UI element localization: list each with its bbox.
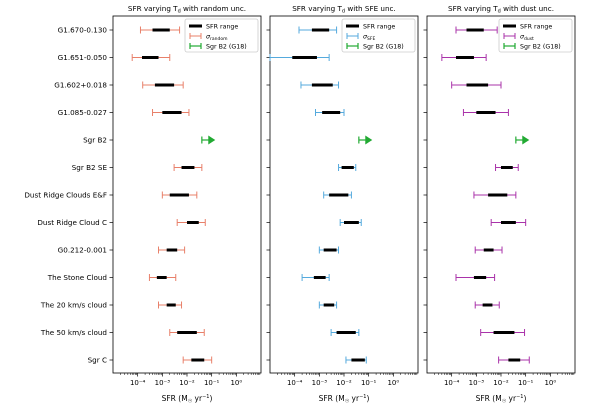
y-tick-label: Sgr B2 xyxy=(83,136,107,145)
g18-arrow xyxy=(365,135,373,145)
x-tick-label: 10⁰ xyxy=(544,379,556,387)
x-tick-label: 10⁻² xyxy=(179,379,195,387)
legend-label-g18: Sgr B2 (G18) xyxy=(520,44,561,51)
y-tick-label: The Stone Cloud xyxy=(47,273,107,282)
g18-arrow xyxy=(208,135,216,145)
y-tick-label: Sgr B2 SE xyxy=(72,163,108,172)
x-axis-label: SFR (M☉ yr−1) xyxy=(319,394,370,405)
y-tick-label: Sgr C xyxy=(88,356,107,365)
panel-title: SFR varying Td with dust unc. xyxy=(448,4,554,15)
panel-title: SFR varying Td with SFE unc. xyxy=(292,4,396,15)
x-tick-label: 10⁰ xyxy=(230,379,242,387)
legend-frame xyxy=(498,18,573,53)
y-tick-label: G1.602+0.018 xyxy=(54,81,107,90)
x-axis-label: SFR (M☉ yr−1) xyxy=(162,394,213,405)
panel-1: SFR varying Td with random unc. 10⁻⁴ 10⁻³ 1… xyxy=(24,4,262,405)
legend-label-range: SFR range xyxy=(206,24,238,31)
legend-label-g18: Sgr B2 (G18) xyxy=(363,44,404,51)
y-tick-label: G1.670-0.130 xyxy=(58,26,108,35)
x-tick-label: 10⁻¹ xyxy=(204,379,220,387)
legend-label-sigma: σrandom xyxy=(206,34,227,43)
panel-title: SFR varying Td with random unc. xyxy=(128,4,246,15)
x-tick-label: 10⁻¹ xyxy=(518,379,534,387)
legend-frame xyxy=(341,18,416,53)
legend-label-range: SFR range xyxy=(363,24,395,31)
y-tick-label: The 20 km/s cloud xyxy=(40,301,107,310)
y-tick-label: G0.212-0.001 xyxy=(58,246,107,255)
x-tick-label: 10⁻⁴ xyxy=(287,379,303,387)
panel-3: SFR varying Td with dust unc. 10⁻⁴ 10⁻³ 10⁻… xyxy=(423,4,576,405)
y-tick-label: Dust Ridge Clouds E&F xyxy=(24,191,107,200)
x-tick-label: 10⁻² xyxy=(493,379,509,387)
y-tick-label: Dust Ridge Cloud C xyxy=(37,218,107,227)
x-tick-label: 10⁻³ xyxy=(155,379,171,387)
y-tick-label: The 50 km/s cloud xyxy=(40,328,107,337)
x-tick-label: 10⁻¹ xyxy=(361,379,377,387)
y-tick-label: G1.085-0.027 xyxy=(58,108,107,117)
legend-label-range: SFR range xyxy=(520,24,552,31)
legend-label-sigma: σSFE xyxy=(363,34,375,43)
x-tick-label: 10⁻³ xyxy=(469,379,485,387)
legend-frame xyxy=(184,18,259,53)
panel-2: SFR varying Td with SFE unc. 10⁻⁴ 10⁻³ 10⁻²… xyxy=(266,4,419,405)
x-tick-label: 10⁰ xyxy=(387,379,399,387)
x-tick-label: 10⁻⁴ xyxy=(444,379,460,387)
y-tick-label: G1.651-0.050 xyxy=(58,53,108,62)
x-tick-label: 10⁻² xyxy=(336,379,352,387)
g18-arrow xyxy=(522,135,530,145)
x-tick-label: 10⁻³ xyxy=(312,379,328,387)
legend-label-sigma: σdust xyxy=(520,34,534,43)
x-axis-label: SFR (M☉ yr−1) xyxy=(476,394,527,405)
x-tick-label: 10⁻⁴ xyxy=(130,379,146,387)
legend-label-g18: Sgr B2 (G18) xyxy=(206,44,247,51)
